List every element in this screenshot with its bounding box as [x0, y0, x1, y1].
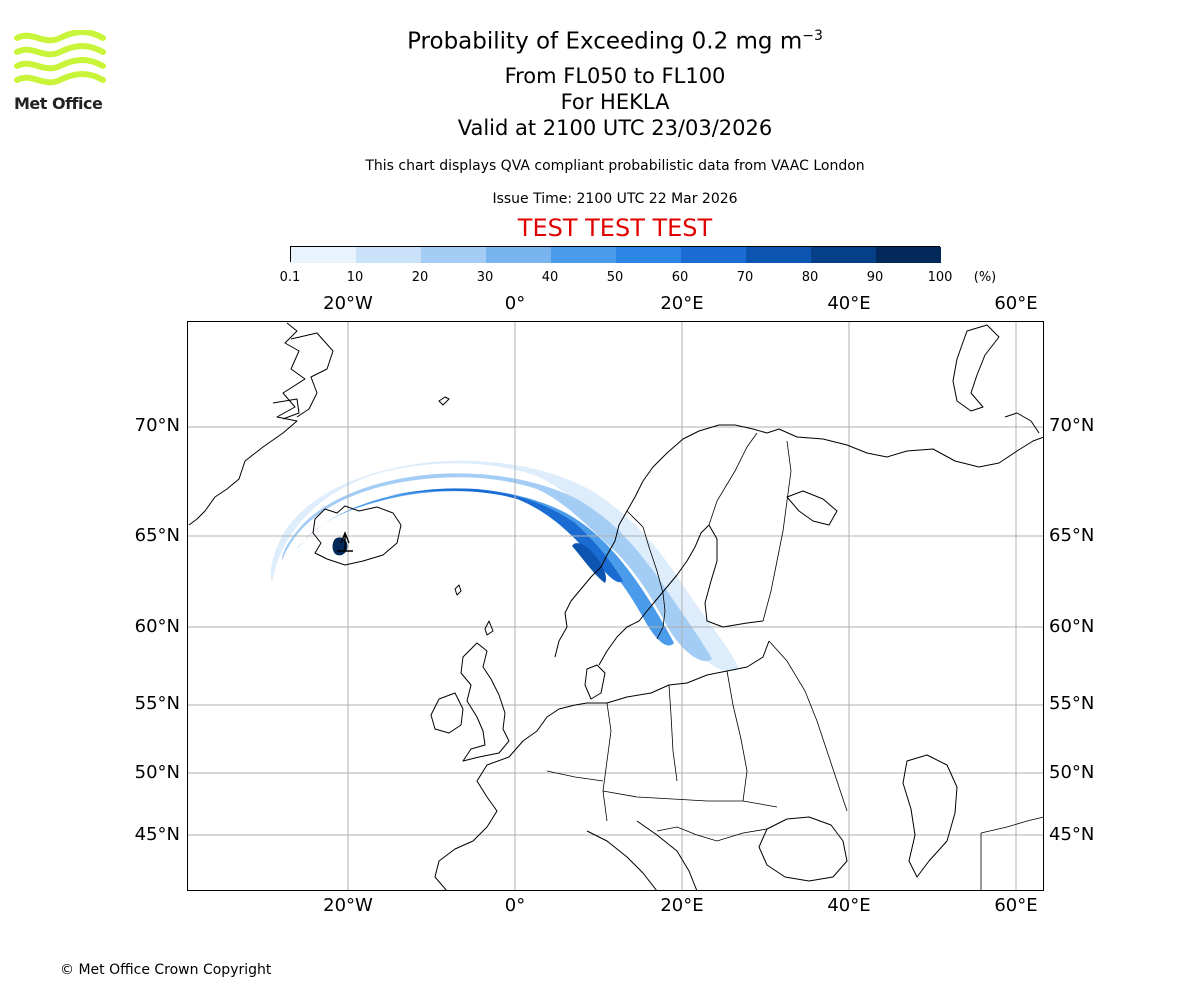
white-sea [786, 490, 838, 526]
colorbar-tick: 30 [476, 270, 494, 285]
lat-label-right: 65°N [1049, 525, 1095, 546]
colorbar-segment [876, 247, 941, 263]
lat-label-left: 60°N [134, 616, 180, 637]
valid-time: Valid at 2100 UTC 23/03/2026 [457, 116, 773, 140]
colorbar-segment [746, 247, 811, 263]
france-germany-border [546, 770, 604, 782]
colorbar-tick: 50 [606, 270, 624, 285]
adriatic-coast [636, 820, 698, 891]
colorbar-ticks: 0.1 10 20 30 40 50 60 70 80 90 100 (%) [280, 270, 997, 288]
lat-label-right: 60°N [1049, 616, 1095, 637]
colorbar-tick: 90 [866, 270, 884, 285]
france-coast [434, 730, 538, 891]
finland-russia-border [762, 440, 792, 622]
baltic-south-coast [606, 640, 770, 704]
map-frame [187, 321, 1044, 891]
colorbar-tick: 40 [541, 270, 559, 285]
black-sea-coast [758, 816, 848, 882]
lat-label-right: 55°N [1049, 693, 1095, 714]
level-range: From FL050 to FL100 [504, 64, 726, 88]
sweden-finland-border [708, 432, 758, 526]
jan-mayen [438, 396, 450, 406]
test-banner: TEST TEST TEST [517, 214, 713, 242]
ash-plume [270, 460, 739, 672]
colorbar-tick: 10 [346, 270, 364, 285]
lat-label-left: 45°N [134, 824, 180, 845]
graticule [187, 321, 1044, 891]
colorbar-segment [616, 247, 681, 263]
caspian-coast [902, 754, 958, 878]
colorbar-tick: 70 [736, 270, 754, 285]
colorbar-segment [291, 247, 356, 263]
colorbar-segment [356, 247, 421, 263]
colorbar [290, 246, 941, 263]
lon-label-top: 40°E [827, 293, 871, 314]
poland-east-border [726, 670, 748, 802]
colorbar-segment [486, 247, 551, 263]
lat-label-left: 55°N [134, 693, 180, 714]
lat-label-right: 50°N [1049, 762, 1095, 783]
colorbar-tick: 0.1 [279, 270, 301, 285]
colorbar-tick: 20 [411, 270, 429, 285]
lon-label-bottom: 60°E [994, 895, 1038, 916]
lon-label-top: 0° [504, 293, 526, 314]
map-area [187, 321, 1044, 891]
greenland-coast [188, 322, 306, 526]
poland-west-border [668, 684, 678, 782]
lon-label-bottom: 0° [504, 895, 526, 916]
lon-label-bottom: 40°E [827, 895, 871, 916]
colorbar-tick: 60 [671, 270, 689, 285]
country-borders [546, 432, 1044, 891]
colorbar-segment [811, 247, 876, 263]
volcano-name: For HEKLA [560, 90, 670, 114]
hekla-volcano-marker [337, 531, 353, 552]
finland-coast [704, 524, 764, 628]
chart-description: This chart displays QVA compliant probab… [365, 158, 865, 174]
iceland-coast [312, 505, 402, 566]
met-office-waves-icon [14, 29, 106, 86]
colorbar-unit: (%) [973, 270, 997, 285]
norway-sweden-border [626, 510, 666, 640]
novaya-zemlya [952, 324, 1000, 412]
met-office-logo: Met Office [14, 29, 106, 113]
logo-text: Met Office [14, 94, 103, 113]
copyright: © Met Office Crown Copyright [60, 962, 272, 978]
north-sea-coast [536, 702, 607, 732]
lat-label-right: 70°N [1049, 415, 1095, 436]
lon-label-bottom: 20°W [323, 895, 373, 916]
map-background [187, 321, 1044, 891]
colorbar-tick: 100 [927, 270, 953, 285]
colorbar-segment [681, 247, 746, 263]
colorbar-tick: 80 [801, 270, 819, 285]
colorbar-segment [421, 247, 486, 263]
ireland-coast [430, 692, 464, 734]
sweden-coast [598, 524, 710, 666]
italy-coast [586, 830, 658, 891]
faroe-islands [454, 584, 462, 596]
kola-coast [778, 428, 1044, 468]
germany-west-border [602, 702, 612, 822]
balkans-border [656, 826, 768, 842]
great-britain-coast [460, 642, 510, 762]
lat-label-left: 65°N [134, 525, 180, 546]
lon-label-bottom: 20°E [660, 895, 704, 916]
central-europe-border [602, 790, 778, 808]
chart-title-text: Probability of Exceeding 0.2 mg m [407, 28, 803, 55]
volcano-icon [337, 531, 353, 552]
chart-title: Probability of Exceeding 0.2 mg m−3 [0, 28, 1200, 55]
colorbar-segment [551, 247, 616, 263]
belarus-russia-border [768, 640, 848, 812]
denmark-coast [584, 664, 606, 700]
issue-time: Issue Time: 2100 UTC 22 Mar 2026 [492, 191, 738, 207]
lat-label-right: 45°N [1049, 824, 1095, 845]
unit-exponent: −3 [802, 28, 823, 44]
lon-label-top: 60°E [994, 293, 1038, 314]
lon-label-top: 20°W [323, 293, 373, 314]
lon-label-top: 20°E [660, 293, 704, 314]
lat-label-left: 50°N [134, 762, 180, 783]
lat-label-left: 70°N [134, 415, 180, 436]
